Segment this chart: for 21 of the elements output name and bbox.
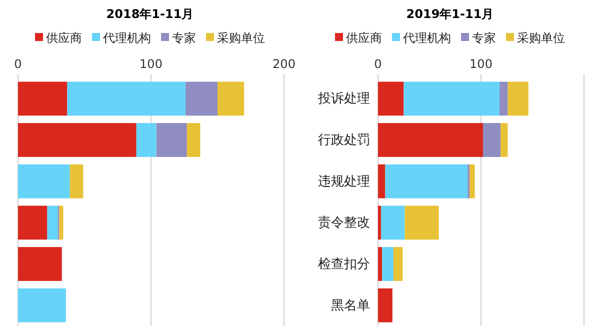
legend-label: 采购单位: [517, 31, 565, 45]
y-tick-label: 违规处理: [318, 174, 370, 190]
x-tick-label: 200: [272, 57, 296, 71]
y-tick-label: 责令整改: [318, 216, 370, 231]
legend-label: 供应商: [46, 31, 82, 45]
x-tick-label: 0: [14, 57, 22, 71]
y-tick-label: 检查扣分: [318, 257, 370, 272]
legend-label: 采购单位: [217, 31, 265, 45]
x-tick-label: 100: [140, 57, 162, 71]
x-tick-label: 100: [470, 57, 492, 71]
chart-title: 2018年1-11月: [106, 7, 194, 21]
y-tick-label: 黑名单: [331, 298, 370, 314]
legend-label: 代理机构: [102, 31, 151, 45]
legend-label: 专家: [472, 31, 496, 45]
y-tick-label: 投诉处理: [317, 92, 370, 107]
legend-label: 专家: [172, 31, 196, 45]
legend-label: 供应商: [346, 31, 382, 45]
chart-title: 2019年1-11月: [406, 7, 494, 21]
legend-label: 代理机构: [402, 31, 451, 45]
x-tick-label: 0: [374, 57, 382, 71]
y-tick-label: 行政处罚: [318, 133, 370, 148]
